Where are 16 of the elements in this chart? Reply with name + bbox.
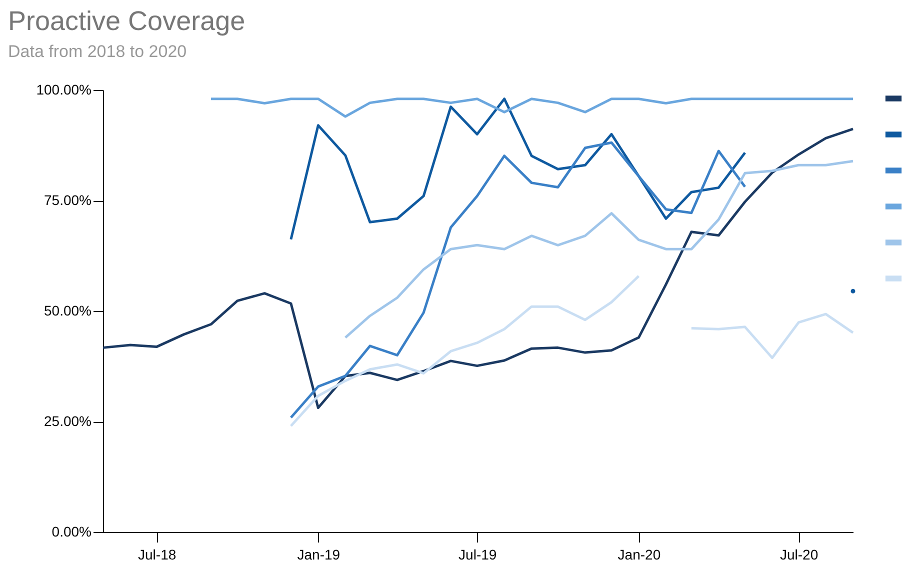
line-series	[210, 98, 854, 118]
y-tick-label: 25.00%	[44, 413, 92, 429]
chart-subtitle: Data from 2018 to 2020	[8, 42, 187, 61]
y-tick-label: 75.00%	[44, 192, 92, 208]
x-tick-label: Jul-18	[138, 546, 176, 562]
x-tick-label: Jul-20	[780, 546, 818, 562]
x-tick-label: Jul-19	[458, 546, 497, 562]
line-series	[344, 160, 854, 339]
x-tick-label: Jan-20	[618, 546, 661, 562]
y-tick-label: 0.00%	[52, 524, 92, 540]
line-series	[102, 128, 854, 410]
x-tick-label: Jan-19	[297, 546, 340, 562]
line-series	[290, 141, 746, 419]
chart-title: Proactive Coverage	[8, 6, 246, 36]
y-tick-label: 100.00%	[36, 82, 92, 98]
y-tick-label: 50.00%	[44, 302, 92, 318]
